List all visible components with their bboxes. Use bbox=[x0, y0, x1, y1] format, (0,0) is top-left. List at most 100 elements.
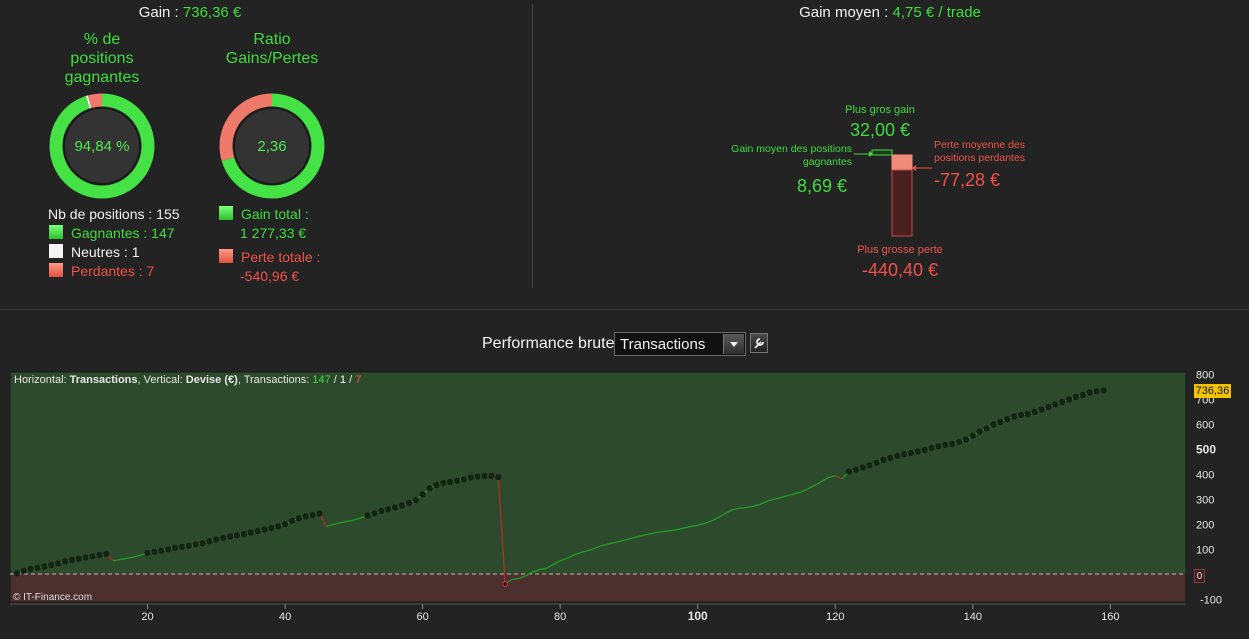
trade-point bbox=[103, 550, 110, 558]
performance-label: Performance brute bbox=[482, 335, 615, 352]
donut-win-title-line: % de bbox=[83, 31, 121, 48]
x-tick-label: 40 bbox=[279, 611, 291, 623]
trade-point bbox=[364, 512, 371, 519]
trade-point bbox=[440, 479, 447, 487]
trade-point bbox=[61, 558, 69, 565]
gain-total-value: 1 277,33 € bbox=[240, 225, 307, 241]
trade-point bbox=[433, 481, 440, 489]
trade-point bbox=[316, 510, 323, 517]
trade-point bbox=[949, 440, 956, 448]
avg-loss-value: -77,28 € bbox=[934, 170, 1001, 190]
trade-point bbox=[481, 472, 488, 480]
trade-point bbox=[1086, 389, 1093, 396]
chart-info: Horizontal: Transactions, Vertical: Devi… bbox=[14, 374, 361, 386]
trade-point bbox=[48, 561, 55, 569]
trade-point bbox=[969, 432, 976, 439]
x-tick-label: 140 bbox=[964, 611, 982, 623]
trade-point bbox=[151, 548, 158, 555]
trade-point bbox=[240, 530, 247, 538]
avg-win-value: 8,69 € bbox=[797, 176, 848, 196]
avg-gain-header-value: 4,75 € / trade bbox=[892, 4, 981, 21]
trade-point bbox=[990, 421, 997, 428]
performance-select[interactable]: Transactions bbox=[614, 332, 746, 356]
donut-win-title-line: gagnantes bbox=[64, 69, 140, 86]
trade-point bbox=[302, 513, 309, 520]
avg-win-label-line: gagnantes bbox=[802, 156, 852, 168]
positions-total: Nb de positions : 155 bbox=[48, 206, 180, 222]
trade-point bbox=[845, 468, 853, 475]
x-tick-label: 60 bbox=[417, 611, 429, 623]
trade-point bbox=[371, 510, 378, 517]
chevron-down-icon[interactable] bbox=[723, 334, 744, 354]
gain-total-swatch bbox=[218, 205, 234, 221]
trade-point bbox=[192, 541, 199, 548]
positions-winners: Gagnantes : 147 bbox=[71, 225, 175, 241]
trade-point bbox=[997, 418, 1004, 426]
trade-point bbox=[13, 570, 20, 577]
donut-ratio-title-line: Ratio bbox=[253, 31, 291, 48]
positions-neutral: Neutres : 1 bbox=[71, 244, 140, 260]
trade-point bbox=[247, 529, 254, 536]
trade-point bbox=[261, 526, 268, 533]
donut-ratio-title-line: Gains/Pertes bbox=[225, 50, 319, 67]
trade-point bbox=[873, 459, 880, 466]
trade-point bbox=[1079, 391, 1086, 399]
gain-header-label: Gain : bbox=[138, 4, 183, 21]
trade-point bbox=[1004, 415, 1011, 423]
trade-point bbox=[935, 443, 942, 450]
neutral-swatch bbox=[48, 243, 64, 259]
trade-point bbox=[398, 502, 406, 509]
trade-point bbox=[412, 496, 419, 504]
trade-point bbox=[495, 473, 502, 481]
avg-gain-header-label: Gain moyen : bbox=[799, 4, 893, 21]
avg-win-label-line: Gain moyen des positions bbox=[731, 143, 852, 155]
section-divider-vertical bbox=[532, 4, 533, 288]
trade-point bbox=[976, 428, 983, 435]
trade-point bbox=[275, 523, 282, 530]
trade-point bbox=[34, 564, 41, 571]
trade-point bbox=[474, 473, 481, 480]
y-tick-label: 200 bbox=[1196, 520, 1214, 532]
trade-point bbox=[1066, 396, 1073, 403]
x-tick-label: 20 bbox=[141, 611, 153, 623]
y-tick-label: 100 bbox=[1196, 545, 1214, 557]
trade-point bbox=[887, 454, 894, 462]
trade-point bbox=[392, 504, 399, 511]
trade-point bbox=[962, 436, 970, 443]
worst-loss-label: Plus grosse perte bbox=[857, 244, 943, 256]
donut-ratio-title: Ratio Gains/Pertes bbox=[212, 30, 332, 68]
donut-win-chart: 94,84 % bbox=[48, 92, 156, 200]
donut-ratio-chart: 2,36 bbox=[218, 92, 326, 200]
trade-point bbox=[41, 563, 48, 570]
zero-tag: 0 bbox=[1194, 569, 1205, 583]
avg-win-label: Gain moyen des positions gagnantes bbox=[700, 143, 852, 169]
trade-point bbox=[1038, 406, 1045, 413]
loss-swatch bbox=[48, 262, 64, 278]
trade-point bbox=[852, 466, 860, 473]
negative-area bbox=[10, 574, 1186, 602]
trade-point bbox=[282, 521, 289, 528]
wrench-icon[interactable] bbox=[750, 333, 768, 353]
trade-point bbox=[983, 425, 990, 432]
trade-point bbox=[426, 485, 433, 492]
trade-point bbox=[880, 456, 887, 464]
y-tick-label: 800 bbox=[1196, 370, 1214, 382]
gain-loss-bar-chart bbox=[854, 149, 932, 237]
trade-point bbox=[165, 546, 172, 553]
trade-point bbox=[419, 491, 426, 498]
trade-point bbox=[89, 553, 96, 560]
gain-total-label: Gain total : bbox=[241, 206, 309, 222]
loss-point bbox=[502, 581, 509, 587]
trade-point bbox=[233, 532, 240, 539]
y-tick-label: 600 bbox=[1196, 420, 1214, 432]
trade-point bbox=[178, 543, 185, 550]
trade-point bbox=[185, 542, 192, 549]
trade-point bbox=[859, 464, 866, 471]
trade-point bbox=[309, 511, 316, 519]
trade-point bbox=[956, 438, 963, 445]
best-gain-label: Plus gros gain bbox=[845, 104, 915, 116]
positions-losers: Perdantes : 7 bbox=[71, 263, 155, 279]
trade-point bbox=[405, 499, 412, 507]
trade-point bbox=[144, 549, 151, 556]
trade-point bbox=[1093, 388, 1100, 395]
